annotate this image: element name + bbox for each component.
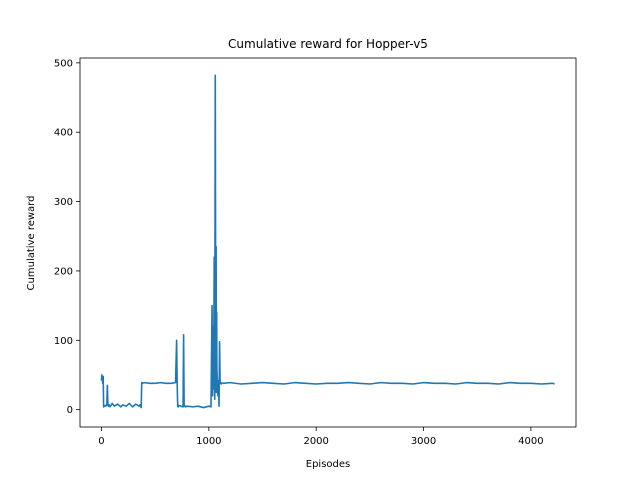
y-axis-label: Cumulative reward: [26, 196, 37, 291]
y-tick-label: 500: [54, 58, 73, 69]
x-axis-label: Episodes: [306, 459, 350, 470]
x-axis: 0 1000 2000 3000 4000: [98, 427, 544, 447]
x-tick-label: 1000: [196, 436, 221, 447]
plot-area: [100, 74, 555, 409]
series-line: [100, 74, 555, 409]
y-tick-label: 300: [54, 197, 73, 208]
x-tick-label: 4000: [518, 436, 543, 447]
axes-frame: [79, 57, 577, 428]
x-tick-label: 3000: [411, 436, 436, 447]
y-axis: 0 100 200 300 400 500: [54, 58, 80, 416]
y-tick-label: 200: [54, 266, 73, 277]
x-tick-label: 2000: [303, 436, 328, 447]
x-tick-label: 0: [98, 436, 104, 447]
y-tick-label: 400: [54, 128, 73, 139]
chart-title: Cumulative reward for Hopper-v5: [228, 37, 428, 51]
y-tick-label: 100: [54, 336, 73, 347]
y-tick-label: 0: [67, 405, 73, 416]
